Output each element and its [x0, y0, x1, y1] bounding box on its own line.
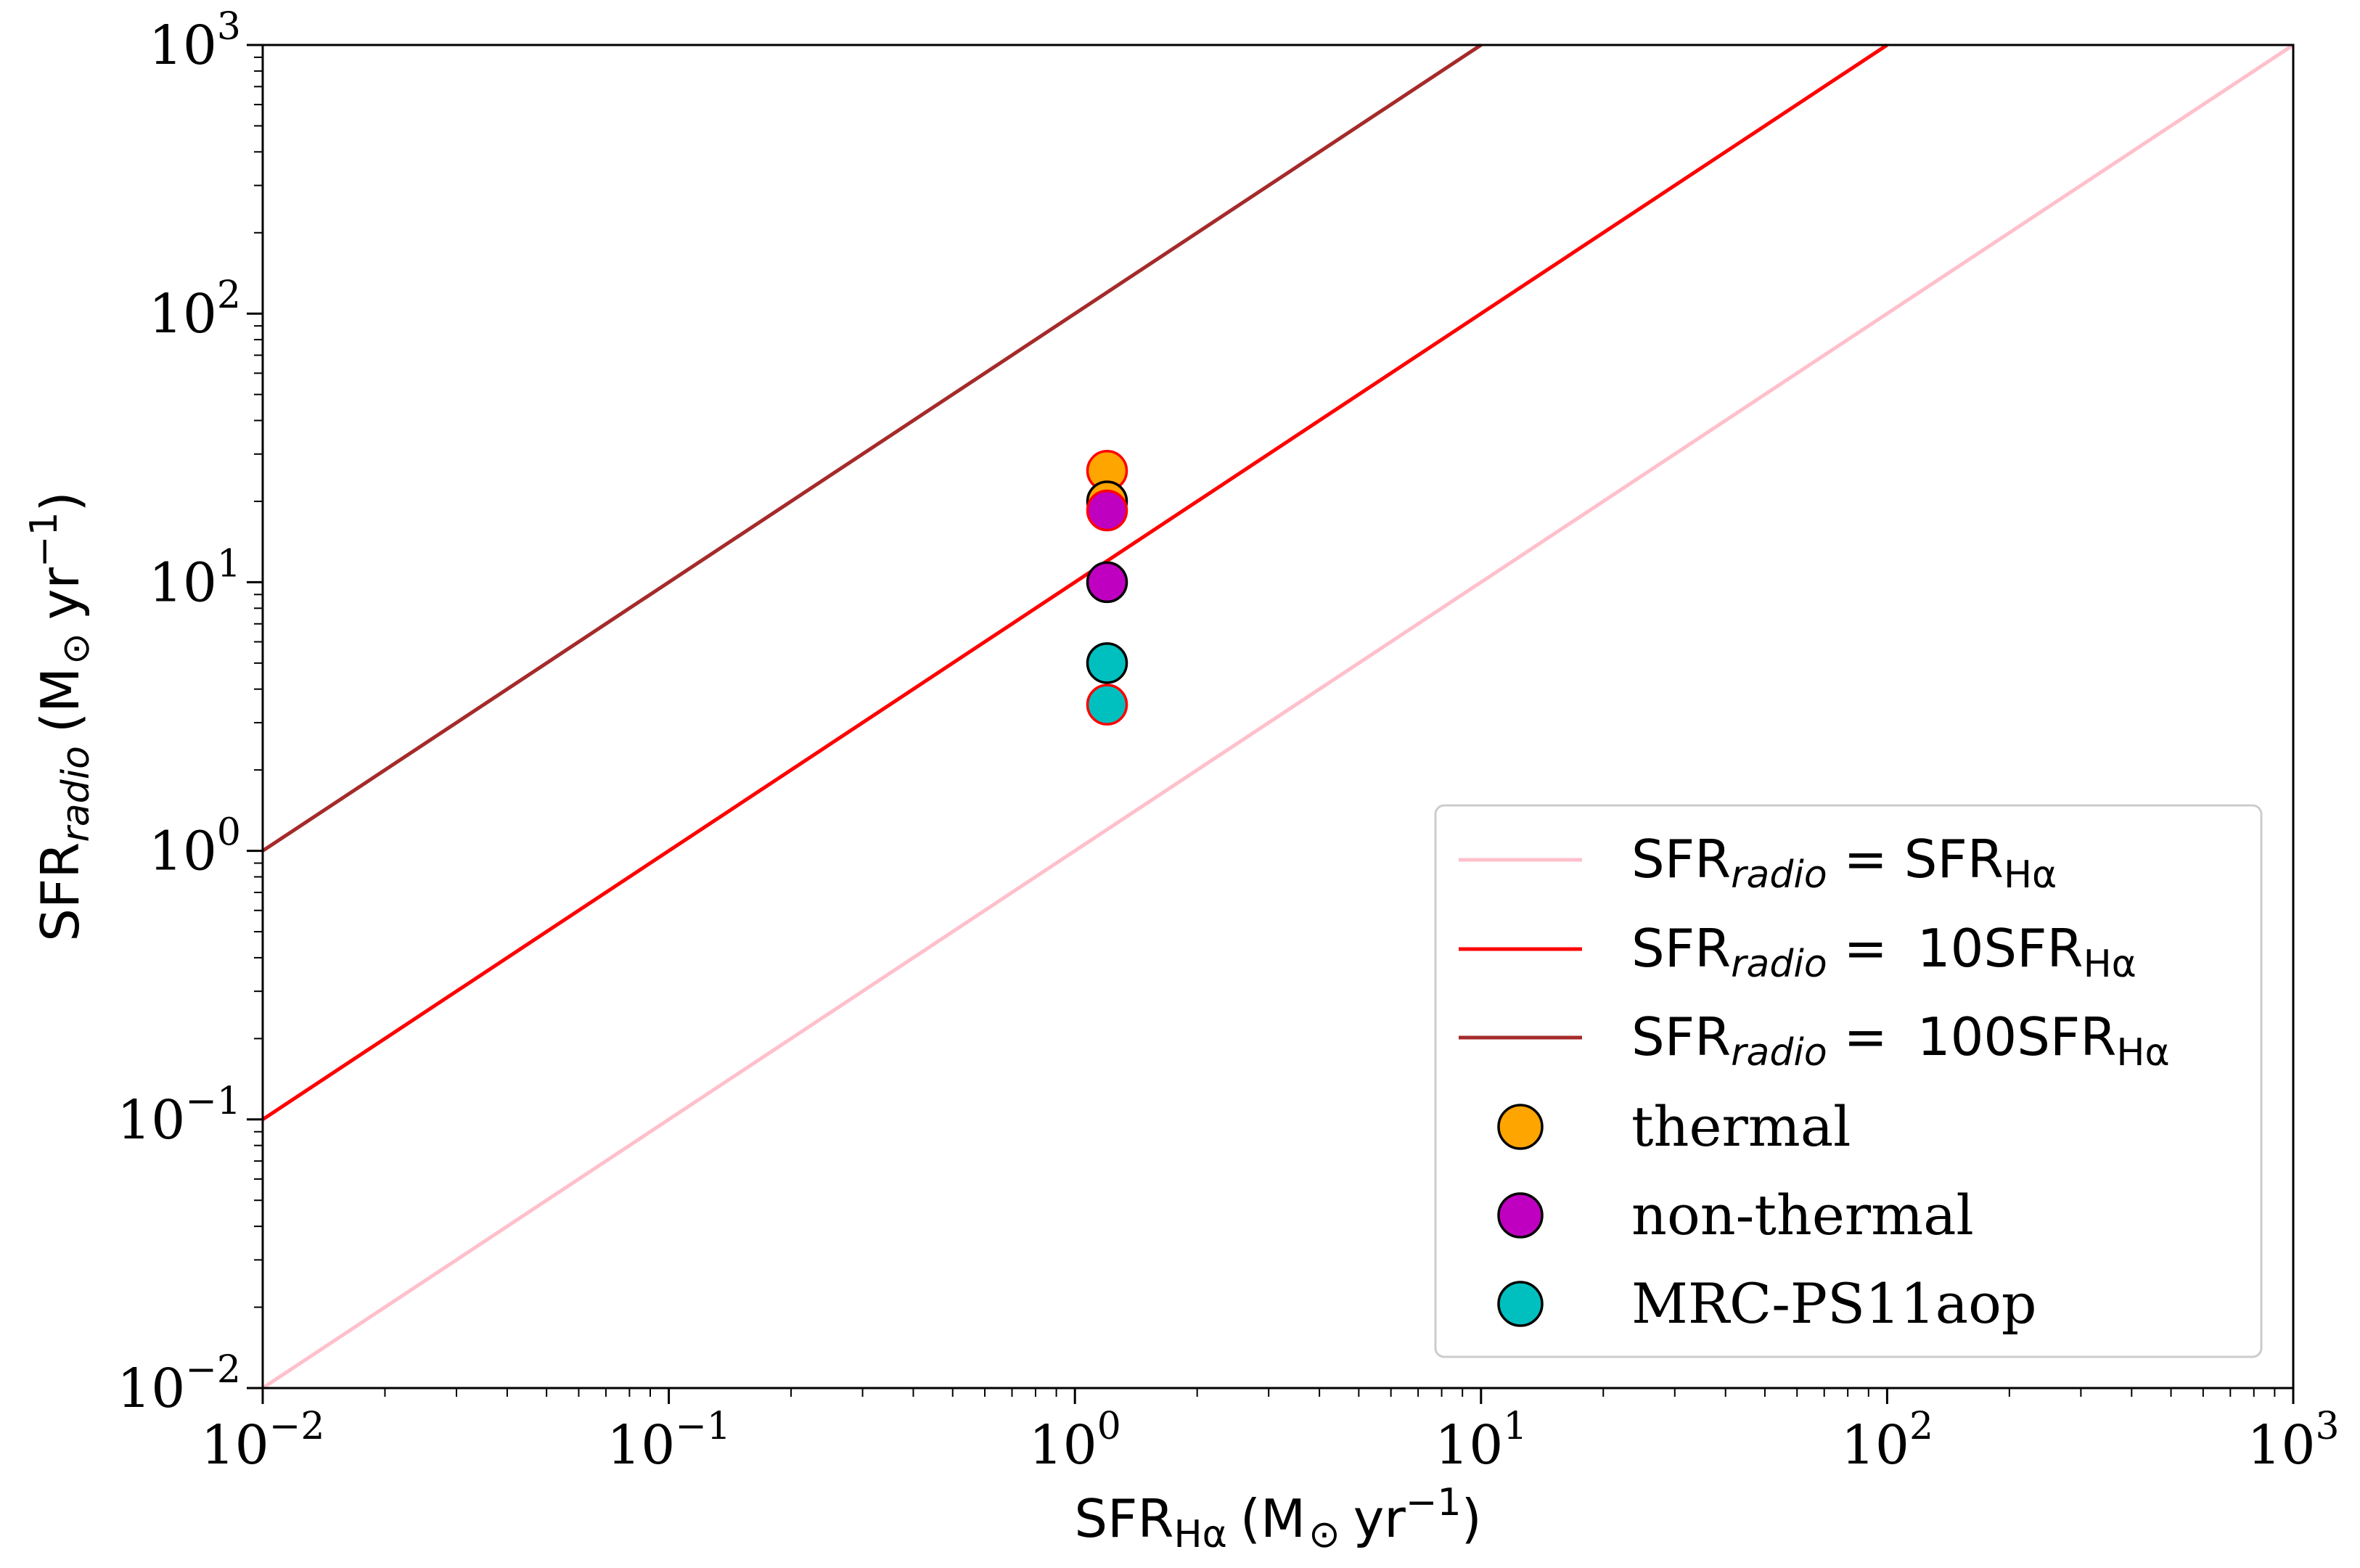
legend-marker-MRC-PS11aop [1497, 1281, 1544, 1327]
x-tick-label-base: 10 [607, 1414, 675, 1477]
x-tick-label-base: 10 [1029, 1414, 1097, 1477]
y-tick-label-exponent: −2 [185, 1348, 241, 1392]
x-tick-label: 10−2 [201, 1405, 325, 1477]
x-tick-label: 10−1 [607, 1405, 731, 1477]
x-tick-label: 102 [1841, 1405, 1933, 1477]
legend-label-lhs-sub: radio [1731, 1031, 1827, 1075]
y-tick-label-base: 10 [149, 15, 217, 77]
data-point-MRC-PS11aop [1086, 684, 1128, 726]
reference-line-1x [261, 43, 2295, 1390]
y-tick-label-exponent: 1 [217, 542, 241, 586]
reference-line-10x [261, 43, 1888, 1121]
x-tick-label-exponent: 0 [1097, 1405, 1121, 1448]
legend-label: SFRradio = 100SFRHα [1631, 1006, 2170, 1075]
y-tick-label-exponent: 0 [217, 811, 241, 855]
legend-label-rhs: SFR [2017, 1006, 2116, 1067]
y-tick-label-exponent: 2 [217, 274, 241, 317]
legend-label-rhs-sub: Hα [2004, 853, 2057, 897]
x-tick-label-base: 10 [1435, 1414, 1503, 1477]
legend-label: SFRradio = 10SFRHα [1631, 918, 2136, 986]
y-tick-label: 103 [149, 5, 241, 77]
legend-label-rhs-sub: Hα [2116, 1031, 2169, 1075]
legend-label-lhs: SFR [1631, 1006, 1731, 1067]
reference-lines [261, 43, 2295, 1390]
y-tick-label: 102 [149, 274, 241, 345]
x-tick-label: 101 [1435, 1405, 1527, 1477]
reference-line-100x [261, 43, 1483, 853]
legend-label-non-thermal: non-thermal [1631, 1183, 1974, 1247]
y-tick-label: 10−1 [117, 1080, 241, 1152]
legend-label-lhs-sub: radio [1731, 853, 1827, 897]
data-points [1086, 450, 1128, 726]
legend-label-lhs: SFR [1631, 918, 1731, 979]
y-tick-label-exponent: −1 [185, 1080, 241, 1123]
plot-area-frame [261, 44, 2295, 1390]
x-tick-label-exponent: 1 [1503, 1405, 1527, 1448]
y-tick-label: 10−2 [117, 1348, 241, 1420]
y-axis-label: SFRradio(M⊙yr−1) [22, 491, 98, 941]
legend-label-MRC-PS11aop: MRC-PS11aop [1631, 1271, 2037, 1336]
x-axis-label: SFRHα (M⊙ yr−1) [1074, 1481, 1481, 1556]
y-tick-label: 100 [149, 811, 241, 883]
x-tick-label-base: 10 [201, 1414, 269, 1477]
x-tick-label-exponent: −1 [675, 1405, 731, 1448]
y-tick-label: 101 [149, 542, 241, 614]
x-tick-label-exponent: 3 [2316, 1405, 2340, 1448]
y-tick-label-base: 10 [117, 1358, 185, 1420]
legend-label-rhs: SFR [1904, 829, 2004, 890]
legend-label-coef: 100 [1917, 1006, 2017, 1067]
y-tick-label-base: 10 [149, 551, 217, 614]
y-tick-label-base: 10 [149, 283, 217, 345]
legend-label-equals: = [1827, 829, 1904, 890]
data-point-MRC-PS11aop [1086, 642, 1128, 684]
y-tick-label-base: 10 [149, 821, 217, 883]
legend-box [1434, 804, 2263, 1358]
legend-label-rhs: SFR [1983, 918, 2083, 979]
y-tick-label-exponent: 3 [217, 5, 241, 49]
legend-label-equals: = [1827, 1006, 1904, 1067]
legend-label: SFRradio = SFRHα [1631, 829, 2057, 897]
data-point-non-thermal [1086, 489, 1128, 532]
x-tick-labels: 10−2 10−1 100 101 102 103 [201, 1405, 2340, 1477]
legend-marker-thermal [1497, 1104, 1544, 1150]
major-ticks [247, 44, 2295, 1404]
x-tick-label: 100 [1029, 1405, 1121, 1477]
legend-label-rhs-sub: Hα [2084, 943, 2136, 986]
legend-marker-non-thermal [1497, 1192, 1544, 1239]
data-point-non-thermal [1086, 561, 1128, 604]
x-tick-label-base: 10 [1841, 1414, 1909, 1477]
x-tick-label-base: 10 [2247, 1414, 2315, 1477]
legend-label-lhs-sub: radio [1731, 943, 1827, 986]
legend-label-thermal: thermal [1631, 1094, 1851, 1159]
x-tick-label-exponent: 2 [1909, 1405, 1933, 1448]
y-tick-label-base: 10 [117, 1089, 185, 1152]
x-tick-label: 103 [2247, 1405, 2339, 1477]
legend-label-coef: 10 [1917, 918, 1984, 979]
x-tick-label-exponent: −2 [269, 1405, 325, 1448]
legend-label-equals: = [1827, 918, 1904, 979]
minor-ticks [254, 56, 2276, 1397]
legend-label-lhs: SFR [1631, 829, 1731, 890]
